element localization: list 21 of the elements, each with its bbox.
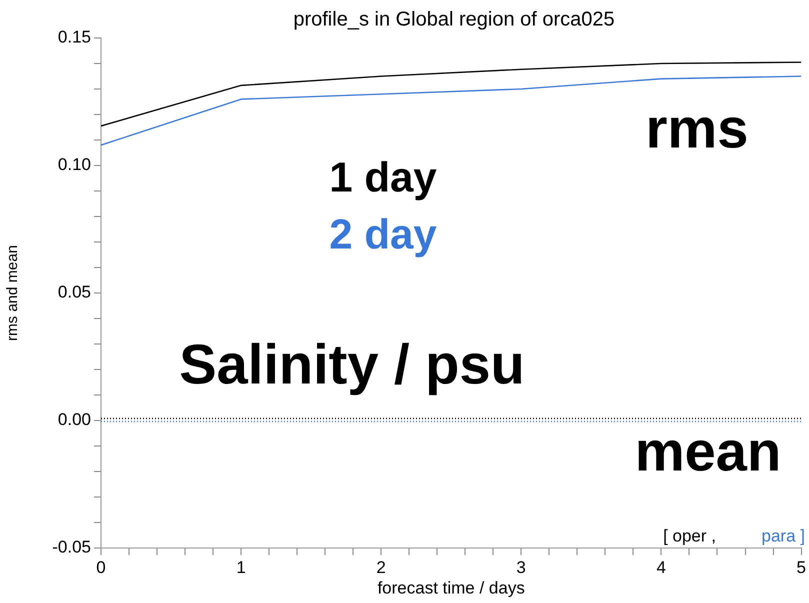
y-tick-label: -0.05 (52, 538, 91, 557)
x-tick-label: 0 (96, 558, 106, 577)
chart-title: profile_s in Global region of orca025 (293, 8, 615, 31)
x-tick-label: 3 (516, 558, 526, 577)
annotation: [ oper , (663, 526, 716, 546)
annotation: mean (634, 419, 782, 482)
y-tick-label: 0.05 (58, 282, 91, 302)
x-axis-title: forecast time / days (377, 578, 525, 598)
x-tick-label: 1 (236, 558, 246, 577)
y-tick-label: 0.15 (58, 28, 91, 47)
annotation: Salinity / psu (179, 332, 525, 396)
x-tick-label: 2 (376, 558, 386, 577)
series-label: 1 day (329, 154, 438, 201)
x-tick-label: 4 (656, 558, 666, 577)
y-axis-title: rms and mean (4, 245, 22, 341)
x-tick-label: 5 (796, 558, 806, 577)
annotation: rms (646, 96, 748, 160)
y-tick-label: 0.10 (58, 155, 91, 174)
text: 2 day (329, 210, 438, 258)
annotation: para ] (762, 526, 805, 546)
y-tick-label: 0.00 (58, 410, 91, 430)
